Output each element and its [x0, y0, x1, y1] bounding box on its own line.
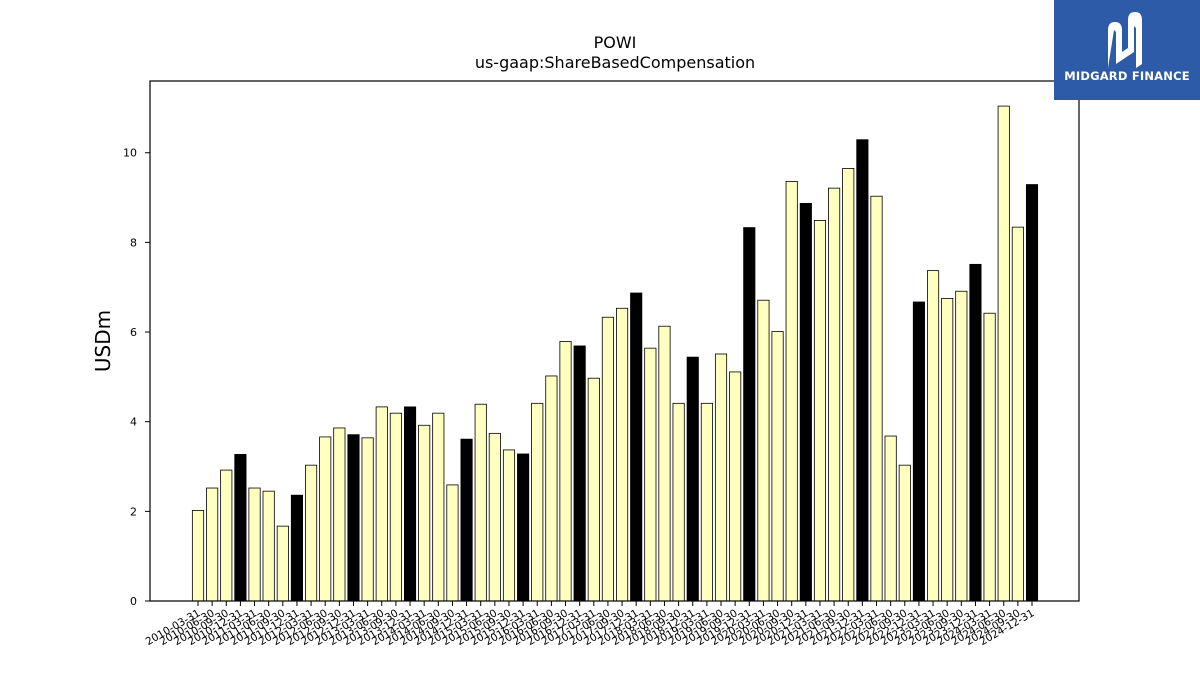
y-tick-label: 2 [130, 505, 137, 518]
bar-2018-09-30 [672, 402, 685, 602]
bar-2013-06-30 [375, 406, 388, 602]
bar-2023-12-31 [969, 263, 982, 602]
bar-2010-06-30 [206, 487, 219, 602]
bar-2019-09-30 [729, 371, 742, 602]
bar-2011-12-31 [290, 494, 304, 602]
y-axis-label: USDm [91, 310, 115, 372]
brand-logo: MIDGARD FINANCE [1054, 0, 1200, 100]
bar-2018-06-30 [658, 325, 671, 602]
bar-2019-06-30 [714, 353, 728, 602]
bar-2021-12-31 [856, 139, 869, 602]
y-tick-label: 4 [130, 416, 137, 429]
y-tick-label: 8 [130, 236, 137, 249]
brand-name: MIDGARD FINANCE [1064, 69, 1190, 83]
bar-2024-03-31 [983, 312, 996, 602]
bar-2021-06-30 [828, 187, 841, 602]
bar-2011-09-30 [276, 525, 289, 602]
bar-2017-09-30 [616, 307, 629, 602]
bar-2020-09-30 [785, 181, 798, 602]
bar-2015-09-30 [502, 449, 516, 602]
y-tick-label: 0 [130, 595, 137, 608]
bar-2017-03-31 [587, 377, 600, 602]
bar-2021-09-30 [842, 168, 855, 602]
bar-2013-09-30 [389, 412, 402, 602]
y-tick-label: 10 [123, 147, 137, 160]
bar-2014-12-31 [460, 438, 473, 602]
bar-2013-03-31 [361, 437, 374, 602]
bars-group [191, 105, 1039, 602]
midgard-mark-icon [1108, 12, 1142, 68]
chart-subtitle: us-gaap:ShareBasedCompensation [475, 53, 755, 72]
bar-2012-06-30 [319, 436, 332, 602]
bar-2010-03-31 [191, 510, 205, 602]
bar-2024-12-31 [1025, 184, 1039, 602]
bar-2014-06-30 [432, 412, 445, 602]
bar-2011-03-31 [248, 487, 261, 602]
bar-2018-03-31 [644, 347, 657, 602]
bar-2016-06-30 [545, 375, 558, 602]
bar-2010-12-31 [234, 454, 247, 602]
bar-2016-09-30 [559, 341, 572, 602]
bar-2022-06-30 [884, 435, 897, 602]
y-axis-ticks: 0 2 4 6 8 10 [123, 147, 150, 608]
bar-2023-06-30 [941, 298, 954, 602]
bar-2015-12-31 [517, 453, 530, 602]
bar-2012-09-30 [333, 427, 346, 602]
bar-2019-12-31 [743, 227, 756, 602]
bar-2015-03-31 [474, 403, 487, 602]
bar-2012-12-31 [347, 434, 360, 602]
bar-2014-09-30 [446, 484, 459, 602]
bar-2015-06-30 [488, 432, 501, 602]
bar-2021-03-31 [813, 220, 827, 602]
bar-2013-12-31 [403, 406, 417, 602]
chart-title: POWI [594, 33, 637, 52]
bar-2016-12-31 [573, 345, 586, 602]
bar-2010-09-30 [220, 469, 233, 602]
bar-2020-06-30 [771, 331, 784, 602]
bar-2020-12-31 [799, 202, 812, 602]
bar-2017-12-31 [630, 292, 643, 602]
bar-2024-09-30 [1011, 226, 1024, 602]
bar-2017-06-30 [601, 316, 614, 602]
bar-2023-09-30 [955, 290, 968, 602]
bar-2012-03-31 [305, 464, 318, 602]
bar-2020-03-31 [757, 299, 770, 602]
bar-2016-03-31 [531, 402, 544, 602]
bar-2018-12-31 [686, 356, 699, 602]
plot-frame [149, 80, 1080, 602]
bar-2022-12-31 [912, 301, 925, 602]
bar-2022-09-30 [898, 464, 911, 602]
y-tick-label: 6 [130, 326, 137, 339]
bar-2019-03-31 [700, 402, 713, 602]
x-axis-ticks: 2010-03-312010-06-302010-09-302010-12-31… [144, 601, 1037, 648]
bar-2022-03-31 [870, 195, 883, 602]
bar-2023-03-31 [927, 270, 940, 602]
bar-2011-06-30 [262, 490, 275, 602]
bar-2014-03-31 [418, 424, 431, 602]
bar-2024-06-30 [997, 105, 1010, 602]
